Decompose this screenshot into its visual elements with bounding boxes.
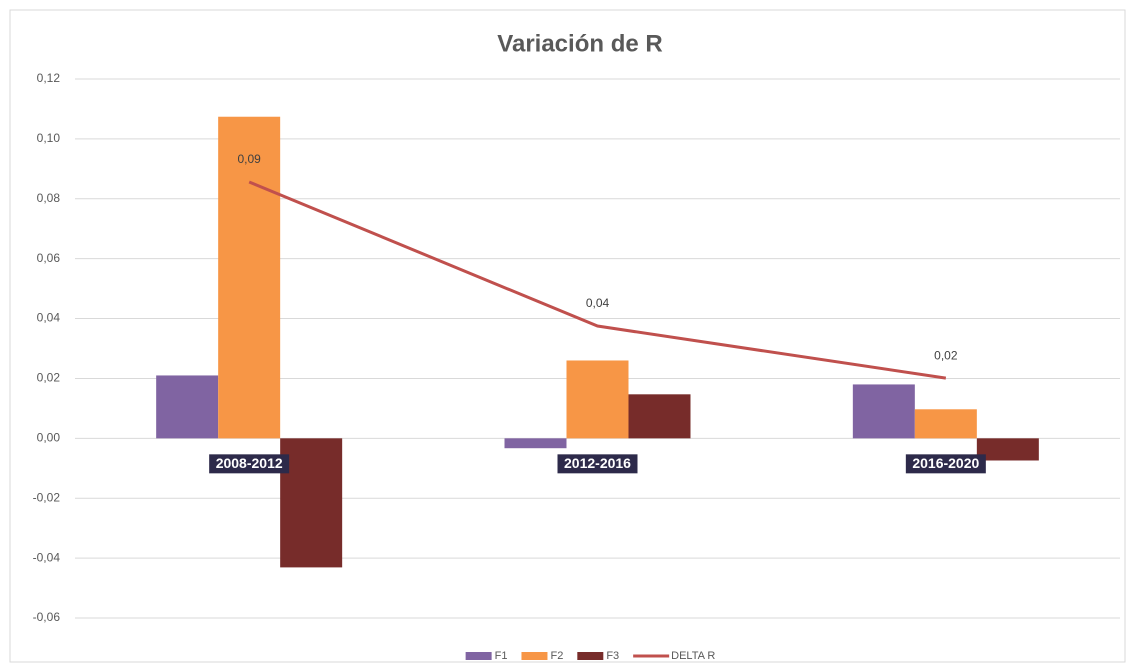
bar — [914, 409, 977, 439]
bar — [852, 384, 915, 439]
y-tick-label: 0,06 — [37, 251, 61, 265]
category-label-bg — [209, 454, 290, 474]
bar — [218, 116, 281, 439]
category-label-bg — [905, 454, 986, 474]
bar — [566, 360, 629, 439]
bar — [504, 438, 567, 449]
legend-swatch — [521, 652, 548, 660]
y-tick-label: -0,06 — [33, 610, 61, 624]
data-label: 0,02 — [934, 348, 958, 362]
category-label-bg — [557, 454, 638, 474]
legend-label: F2 — [550, 650, 563, 662]
y-tick-label: -0,02 — [33, 490, 61, 504]
data-label: 0,04 — [586, 296, 610, 310]
legend-label: F1 — [495, 650, 508, 662]
y-tick-label: 0,02 — [37, 371, 61, 385]
bar — [628, 394, 691, 439]
bar — [156, 375, 219, 439]
chart-frame — [9, 9, 1126, 663]
chart-title: Variación de R — [497, 30, 662, 57]
legend-swatch — [465, 652, 492, 660]
bar — [280, 438, 343, 568]
line — [248, 180, 947, 380]
y-tick-label: 0,04 — [37, 311, 61, 325]
y-tick-label: 0,10 — [37, 131, 61, 145]
y-tick-label: -0,04 — [33, 550, 61, 564]
legend-swatch — [577, 652, 604, 660]
y-tick-label: 0,12 — [37, 71, 61, 85]
x-tick-label: 2008-2012 — [216, 455, 283, 471]
x-tick-label: 2012-2016 — [564, 455, 631, 471]
y-tick-label: 0,08 — [37, 191, 61, 205]
legend: F1 F2 F3 DELTA R — [465, 650, 715, 662]
data-label: 0,09 — [237, 152, 261, 166]
bar — [976, 438, 1039, 461]
x-tick-label: 2016-2020 — [912, 455, 979, 471]
legend-label: F3 — [606, 650, 619, 662]
legend-label: DELTA R — [671, 650, 715, 662]
y-tick-label: 0,00 — [37, 431, 61, 445]
